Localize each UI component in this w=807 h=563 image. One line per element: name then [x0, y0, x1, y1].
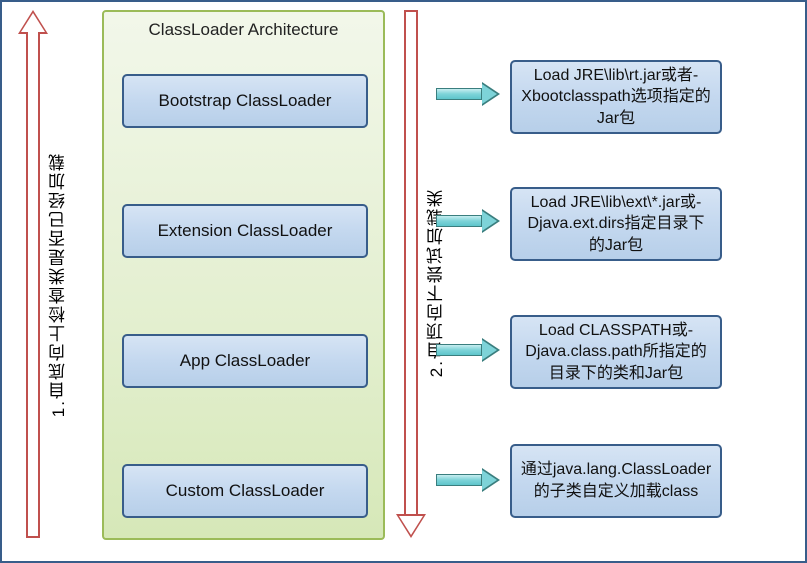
box-label: Custom ClassLoader [166, 481, 325, 501]
bootstrap-description: Load JRE\lib\rt.jar或者-Xbootclasspath选项指定… [510, 60, 722, 134]
downward-arrow [396, 10, 426, 538]
arrow-body [436, 344, 482, 356]
arrow-down-icon [396, 514, 426, 538]
box-label: App ClassLoader [180, 351, 310, 371]
desc-text: Load CLASSPATH或-Djava.class.path所指定的目录下的… [520, 320, 712, 385]
connector-arrow-3 [436, 338, 498, 362]
connector-arrow-4 [436, 468, 498, 492]
diagram-canvas: 1.自底向上检查类是否已经加载 ClassLoader Architecture… [0, 0, 807, 563]
custom-description: 通过java.lang.ClassLoader的子类自定义加载class [510, 444, 722, 518]
desc-text: 通过java.lang.ClassLoader的子类自定义加载class [520, 459, 712, 502]
connector-arrow-1 [436, 82, 498, 106]
desc-text: Load JRE\lib\rt.jar或者-Xbootclasspath选项指定… [520, 65, 712, 130]
extension-description: Load JRE\lib\ext\*.jar或-Djava.ext.dirs指定… [510, 187, 722, 261]
arrow-body [436, 474, 482, 486]
arrow-right-icon [482, 338, 500, 362]
connector-arrow-2 [436, 209, 498, 233]
custom-classloader-box: Custom ClassLoader [122, 464, 368, 518]
arrow-body [436, 88, 482, 100]
desc-text: Load JRE\lib\ext\*.jar或-Djava.ext.dirs指定… [520, 192, 712, 257]
arrow-right-icon [482, 82, 500, 106]
arrow-right-icon [482, 209, 500, 233]
classloader-panel: ClassLoader Architecture Bootstrap Class… [102, 10, 385, 540]
extension-classloader-box: Extension ClassLoader [122, 204, 368, 258]
arrow-body [436, 215, 482, 227]
arrow-body [404, 10, 418, 516]
box-label: Bootstrap ClassLoader [159, 91, 332, 111]
arrow-right-icon [482, 468, 500, 492]
left-arrow-label: 1.自底向上检查类是否已经加载 [46, 152, 70, 417]
arrow-up-icon [18, 10, 48, 34]
box-label: Extension ClassLoader [158, 221, 333, 241]
app-description: Load CLASSPATH或-Djava.class.path所指定的目录下的… [510, 315, 722, 389]
bootstrap-classloader-box: Bootstrap ClassLoader [122, 74, 368, 128]
panel-title: ClassLoader Architecture [104, 20, 383, 40]
upward-arrow [18, 10, 48, 538]
arrow-body [26, 32, 40, 538]
app-classloader-box: App ClassLoader [122, 334, 368, 388]
